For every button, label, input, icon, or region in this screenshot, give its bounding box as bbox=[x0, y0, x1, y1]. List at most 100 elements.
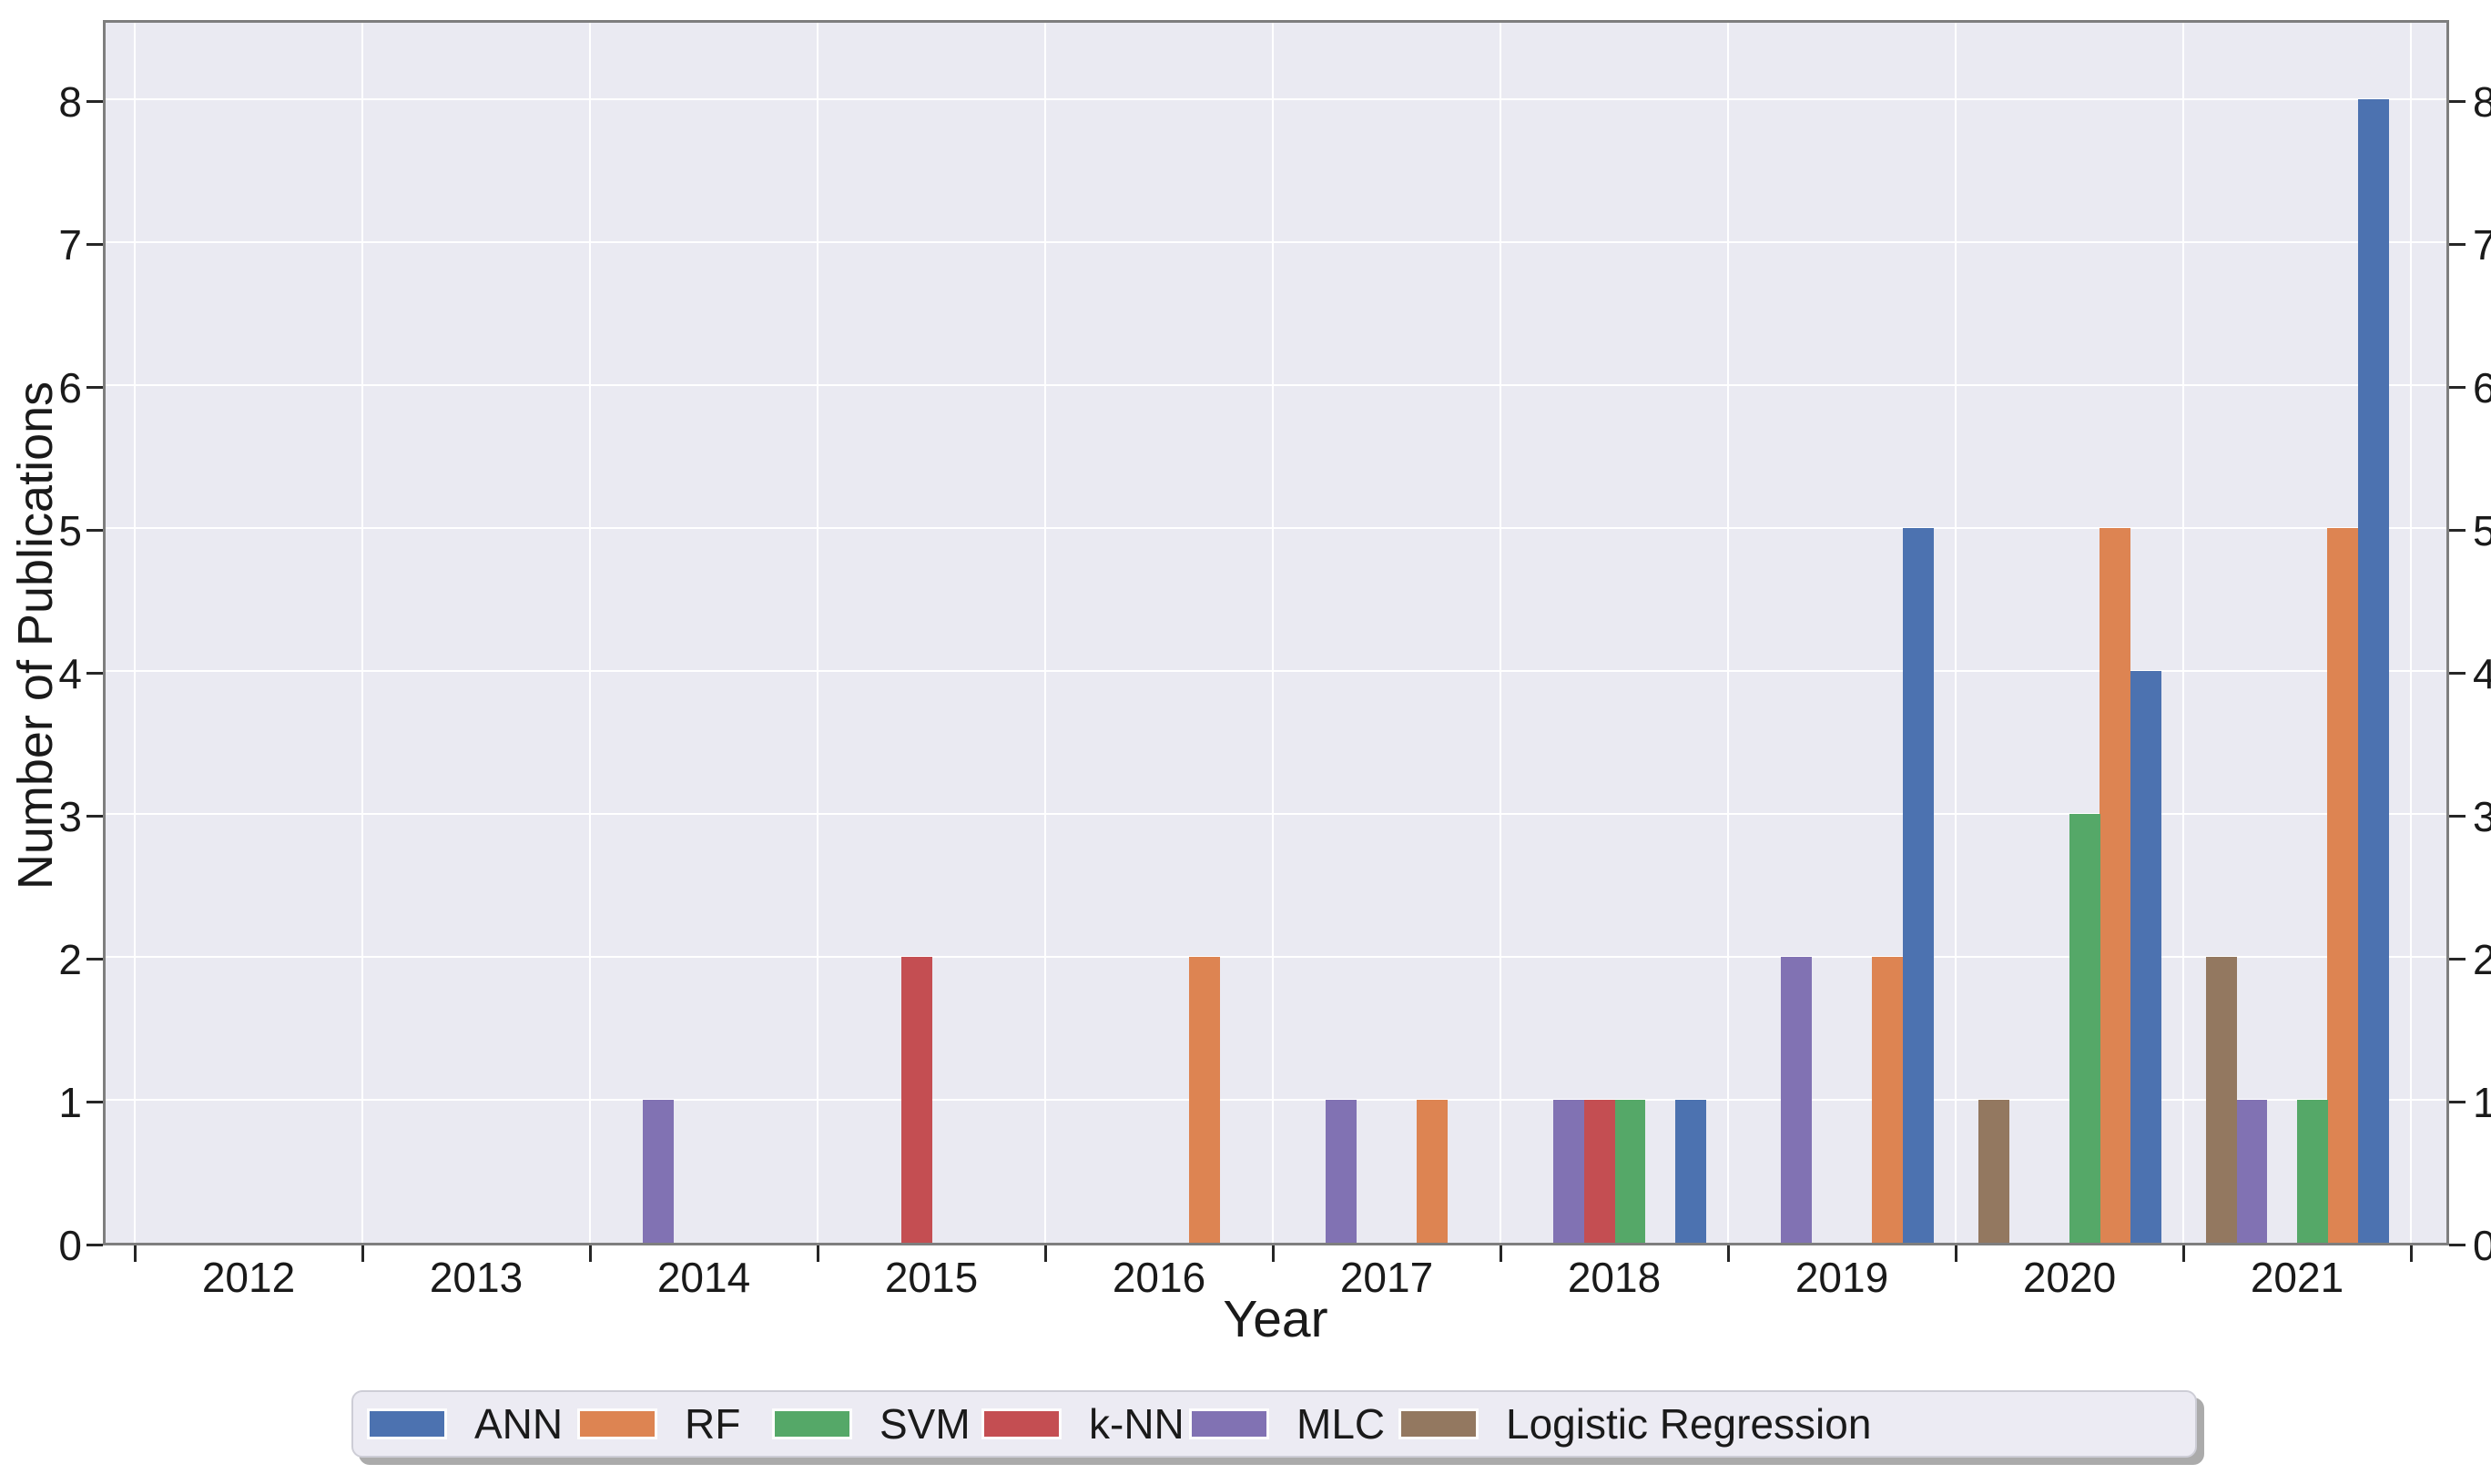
y-tick-label-left-0: 0 bbox=[58, 1222, 82, 1269]
x-tick-mark bbox=[1272, 1245, 1275, 1262]
y-tick-label-right-2: 2 bbox=[2473, 936, 2491, 983]
h-gridline bbox=[106, 527, 2446, 529]
bar-RF-2021 bbox=[2327, 528, 2359, 1243]
y-tick-label-left-1: 1 bbox=[58, 1079, 82, 1126]
y-tick-label-right-3: 3 bbox=[2473, 793, 2491, 840]
y-tick-mark-right bbox=[2449, 958, 2466, 961]
y-tick-label-right-0: 0 bbox=[2473, 1222, 2491, 1269]
y-tick-mark-right bbox=[2449, 100, 2466, 103]
bar-SVM-2021 bbox=[2297, 1100, 2328, 1243]
x-tick-label-2018: 2018 bbox=[1567, 1254, 1662, 1301]
legend-label-MLC: MLC bbox=[1296, 1400, 1386, 1448]
x-tick-label-2014: 2014 bbox=[656, 1254, 751, 1301]
y-tick-mark-right bbox=[2449, 529, 2466, 532]
y-tick-mark-right bbox=[2449, 815, 2466, 818]
x-tick-mark bbox=[817, 1245, 819, 1262]
bar-RF-2019 bbox=[1872, 957, 1904, 1243]
bar-ANN-2019 bbox=[1902, 528, 1934, 1243]
bar-SVM-2018 bbox=[1614, 1100, 1645, 1243]
y-tick-label-right-4: 4 bbox=[2473, 650, 2491, 697]
x-tick-mark bbox=[2410, 1245, 2413, 1262]
v-gridline bbox=[817, 23, 818, 1243]
bar-k-NN-2018 bbox=[1583, 1100, 1615, 1243]
y-tick-mark-left bbox=[86, 243, 103, 246]
legend-swatch-Logistic Regression bbox=[1398, 1408, 1479, 1439]
x-tick-mark bbox=[1500, 1245, 1502, 1262]
v-gridline bbox=[1044, 23, 1046, 1243]
bar-k-NN-2015 bbox=[900, 957, 932, 1243]
x-tick-label-2013: 2013 bbox=[429, 1254, 524, 1301]
bar-Logistic Regression-2021 bbox=[2206, 957, 2237, 1243]
legend-label-SVM: SVM bbox=[879, 1400, 971, 1448]
bar-ANN-2020 bbox=[2130, 671, 2161, 1243]
v-gridline bbox=[2182, 23, 2184, 1243]
x-tick-label-2021: 2021 bbox=[2250, 1254, 2344, 1301]
legend-item-Logistic Regression: Logistic Regression bbox=[1398, 1392, 1871, 1456]
x-tick-mark bbox=[589, 1245, 592, 1262]
x-tick-label-2019: 2019 bbox=[1795, 1254, 1889, 1301]
bar-MLC-2014 bbox=[643, 1100, 675, 1243]
y-tick-mark-right bbox=[2449, 1101, 2466, 1103]
y-tick-mark-right bbox=[2449, 1244, 2466, 1246]
h-gridline bbox=[106, 670, 2446, 672]
y-tick-label-right-6: 6 bbox=[2473, 364, 2491, 412]
y-tick-mark-left bbox=[86, 815, 103, 818]
x-tick-label-2015: 2015 bbox=[884, 1254, 979, 1301]
y-tick-mark-right bbox=[2449, 243, 2466, 246]
bar-Logistic Regression-2020 bbox=[1978, 1100, 2009, 1243]
v-gridline bbox=[361, 23, 363, 1243]
v-gridline bbox=[1955, 23, 1957, 1243]
bar-MLC-2019 bbox=[1781, 957, 1813, 1243]
legend-item-MLC: MLC bbox=[1189, 1392, 1385, 1456]
bar-ANN-2021 bbox=[2357, 99, 2389, 1243]
v-gridline bbox=[1500, 23, 1501, 1243]
x-tick-label-2020: 2020 bbox=[2022, 1254, 2117, 1301]
x-tick-mark bbox=[361, 1245, 364, 1262]
y-tick-label-left-5: 5 bbox=[58, 507, 82, 554]
y-axis-title: Number of Publications bbox=[8, 381, 63, 890]
y-tick-mark-left bbox=[86, 672, 103, 675]
v-gridline bbox=[1272, 23, 1274, 1243]
plot-area bbox=[103, 20, 2449, 1245]
x-tick-mark bbox=[1044, 1245, 1047, 1262]
bar-ANN-2018 bbox=[1674, 1100, 1706, 1243]
y-tick-label-left-4: 4 bbox=[58, 650, 82, 697]
x-tick-label-2016: 2016 bbox=[1112, 1254, 1206, 1301]
bar-SVM-2020 bbox=[2069, 814, 2100, 1243]
x-tick-mark bbox=[1955, 1245, 1957, 1262]
x-tick-mark bbox=[2182, 1245, 2185, 1262]
x-tick-label-2017: 2017 bbox=[1339, 1254, 1434, 1301]
legend-item-SVM: SVM bbox=[772, 1392, 971, 1456]
y-tick-mark-left bbox=[86, 529, 103, 532]
h-gridline bbox=[106, 98, 2446, 100]
y-tick-label-left-3: 3 bbox=[58, 793, 82, 840]
y-tick-mark-right bbox=[2449, 672, 2466, 675]
v-gridline bbox=[2410, 23, 2412, 1243]
legend-swatch-SVM bbox=[772, 1408, 852, 1439]
x-tick-mark bbox=[1727, 1245, 1730, 1262]
h-gridline bbox=[106, 813, 2446, 815]
legend-swatch-RF bbox=[577, 1408, 657, 1439]
legend-item-k-NN: k-NN bbox=[981, 1392, 1184, 1456]
y-tick-label-left-2: 2 bbox=[58, 936, 82, 983]
bar-MLC-2021 bbox=[2236, 1100, 2268, 1243]
v-gridline bbox=[589, 23, 591, 1243]
legend-label-RF: RF bbox=[685, 1400, 741, 1448]
bar-RF-2020 bbox=[2100, 528, 2131, 1243]
x-tick-label-2012: 2012 bbox=[201, 1254, 296, 1301]
y-tick-label-right-5: 5 bbox=[2473, 507, 2491, 554]
y-tick-mark-left bbox=[86, 958, 103, 961]
legend-label-k-NN: k-NN bbox=[1089, 1400, 1184, 1448]
y-tick-label-left-6: 6 bbox=[58, 364, 82, 412]
legend-swatch-k-NN bbox=[981, 1408, 1062, 1439]
x-tick-mark bbox=[134, 1245, 137, 1262]
h-gridline bbox=[106, 241, 2446, 243]
y-tick-mark-left bbox=[86, 386, 103, 389]
legend-item-ANN: ANN bbox=[367, 1392, 563, 1456]
y-tick-label-left-8: 8 bbox=[58, 78, 82, 126]
y-tick-mark-left bbox=[86, 1244, 103, 1246]
bar-MLC-2017 bbox=[1326, 1100, 1357, 1243]
legend-label-ANN: ANN bbox=[474, 1400, 564, 1448]
v-gridline bbox=[134, 23, 136, 1243]
h-gridline bbox=[106, 1099, 2446, 1101]
